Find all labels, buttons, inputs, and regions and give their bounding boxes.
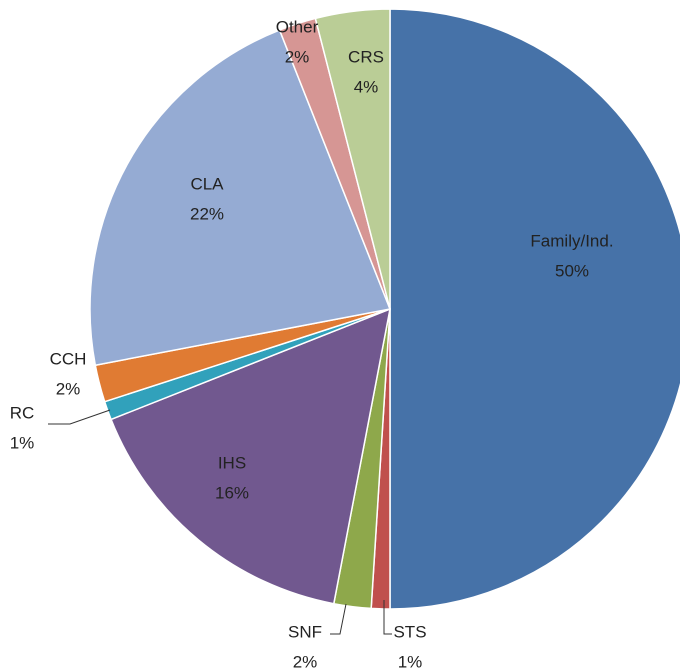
leader-lines [48,409,392,635]
pie-slice [89,29,392,367]
slice-label: RC [10,403,35,422]
value-label: 1% [398,652,423,671]
value-label: 16% [215,483,249,502]
slice-label: IHS [218,453,246,472]
slice-label: CCH [50,349,87,368]
value-label: 2% [56,379,81,398]
slices [89,8,680,610]
value-label: 2% [293,652,318,671]
value-label: 22% [190,204,224,223]
slice-label: CLA [190,174,224,193]
leader-line [48,409,111,425]
pie-slice [389,8,680,610]
pie-slice [314,8,391,310]
slice-label: STS [393,622,426,641]
value-label: 1% [10,433,35,452]
value-label: 4% [354,77,379,96]
pie-slice [110,307,391,605]
value-label: 50% [555,261,589,280]
slice-label: SNF [288,622,322,641]
leader-line [330,603,347,635]
leader-line [383,600,392,635]
value-label: 2% [285,47,310,66]
slice-label: CRS [348,47,384,66]
slice-label: Other [276,17,319,36]
slice-label: Family/Ind. [530,231,613,250]
